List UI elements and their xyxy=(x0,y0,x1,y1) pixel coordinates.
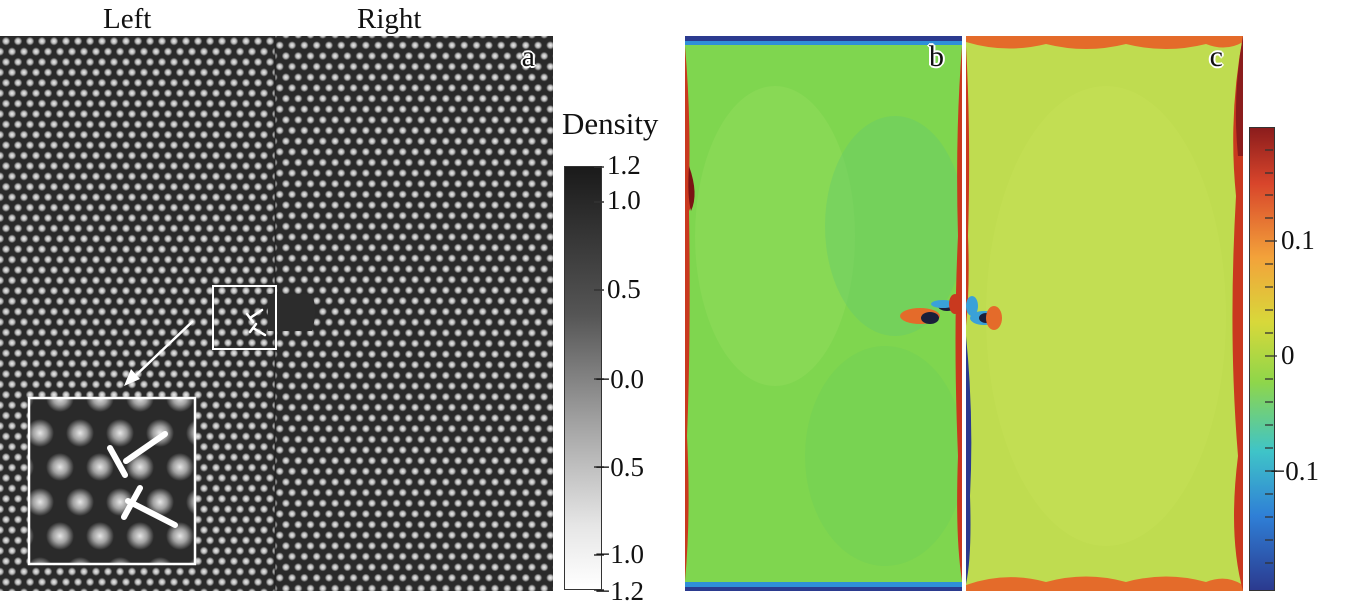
strain-colorbar-ticks xyxy=(1265,149,1277,564)
density-tick-label: −1.2 xyxy=(595,576,644,606)
strain-tick-label: −0.1 xyxy=(1270,456,1319,486)
density-tick-label: −0.0 xyxy=(595,364,644,394)
zoom-arrow xyxy=(124,320,194,386)
zoom-selection-box xyxy=(212,285,277,350)
density-tick-label: −0.5 xyxy=(595,452,644,482)
right-grain xyxy=(275,36,553,591)
panel-label-b: b xyxy=(929,40,944,73)
density-tick-label: −1.0 xyxy=(595,539,644,569)
strain-colorbar xyxy=(1249,127,1275,591)
panel-c-svg xyxy=(966,36,1243,591)
header-left: Left xyxy=(103,3,152,35)
panel-a-svg xyxy=(0,36,553,591)
strain-tick-label: 0 xyxy=(1281,340,1295,370)
panel-b-strain-map: b xyxy=(685,36,962,591)
dislocation-symbols-small xyxy=(245,308,267,337)
panel-label-a: a xyxy=(521,40,535,73)
panel-a-density-image: a xyxy=(0,36,553,591)
panel-label-c: c xyxy=(1209,40,1223,73)
density-tick-label: 0.5 xyxy=(607,274,641,304)
header-right: Right xyxy=(357,3,422,35)
panel-c-strain-map: c xyxy=(966,36,1243,591)
density-colorbar-title: Density xyxy=(562,106,659,141)
density-colorbar-ticks xyxy=(594,166,604,591)
density-tick-label: 1.2 xyxy=(607,150,641,180)
density-tick-label: 1.0 xyxy=(607,185,641,215)
strain-tick-label: 0.1 xyxy=(1281,225,1315,255)
defect-region xyxy=(268,294,315,331)
zoom-inset xyxy=(27,396,197,566)
density-colorbar xyxy=(564,166,602,590)
panel-b-svg xyxy=(685,36,962,591)
